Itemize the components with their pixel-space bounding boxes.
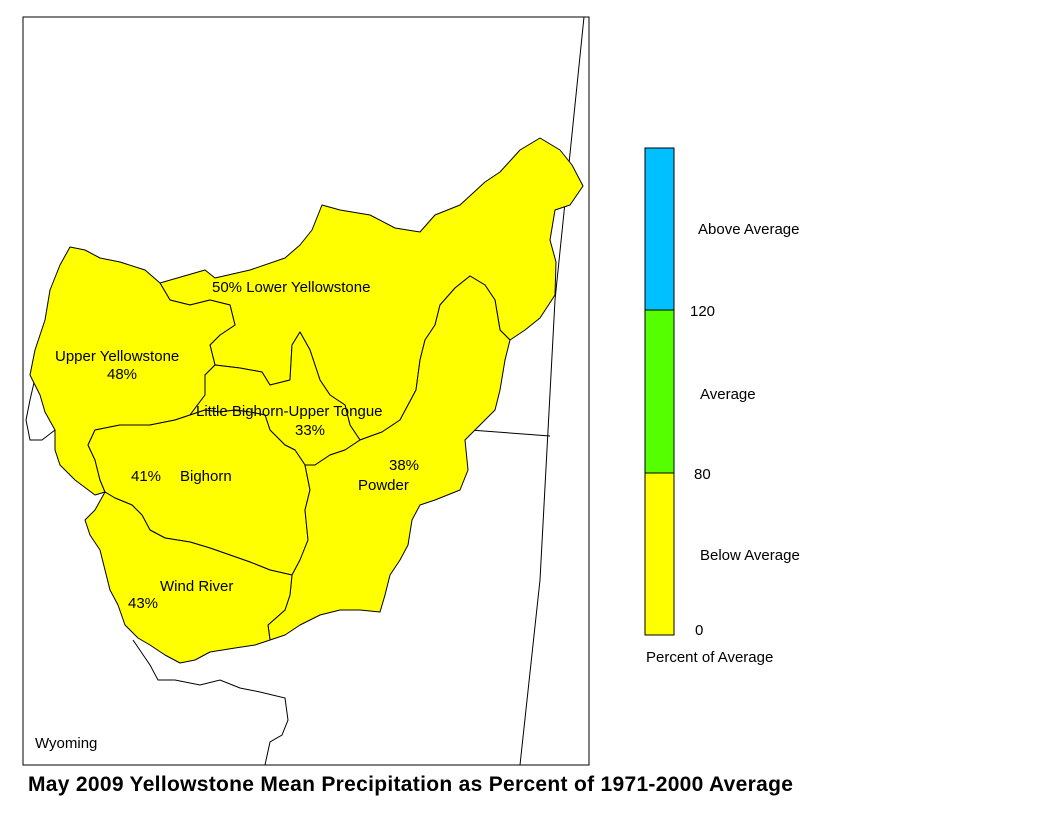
legend-swatch-below	[644, 472, 675, 636]
label-upper-yellowstone-name: Upper Yellowstone	[55, 348, 179, 365]
drainage-outline	[132, 639, 289, 766]
legend-label-below: Below Average	[700, 547, 800, 564]
label-little-bighorn-percent: 33%	[295, 422, 325, 439]
basin-wind-river[interactable]	[84, 491, 293, 664]
legend-tick-120: 120	[690, 303, 715, 320]
label-upper-yellowstone-percent: 48%	[107, 366, 137, 383]
legend-swatch-average	[644, 309, 675, 474]
legend-label-average: Average	[700, 386, 756, 403]
label-wind-river-percent: 43%	[128, 595, 158, 612]
legend-tick-80: 80	[694, 466, 711, 483]
legend-label-above: Above Average	[698, 221, 799, 238]
state-label: Wyoming	[35, 735, 97, 752]
label-powder-name: Powder	[358, 477, 409, 494]
label-powder-percent: 38%	[389, 457, 419, 474]
legend-tick-0: 0	[695, 622, 703, 639]
legend-swatch-above	[644, 147, 675, 311]
label-bighorn-percent: 41%	[131, 468, 161, 485]
legend: Above Average Average Below Average 120 …	[644, 147, 800, 666]
state-border-line	[519, 16, 585, 766]
label-bighorn-name: Bighorn	[180, 468, 232, 485]
basin-powder[interactable]	[267, 275, 511, 641]
drainage-outline	[25, 373, 56, 441]
label-lower-yellowstone: 50% Lower Yellowstone	[212, 279, 370, 296]
label-wind-river-name: Wind River	[160, 578, 233, 595]
page-title: May 2009 Yellowstone Mean Precipitation …	[28, 773, 794, 796]
legend-title: Percent of Average	[646, 649, 773, 666]
label-little-bighorn-name: Little Bighorn-Upper Tongue	[196, 403, 383, 420]
